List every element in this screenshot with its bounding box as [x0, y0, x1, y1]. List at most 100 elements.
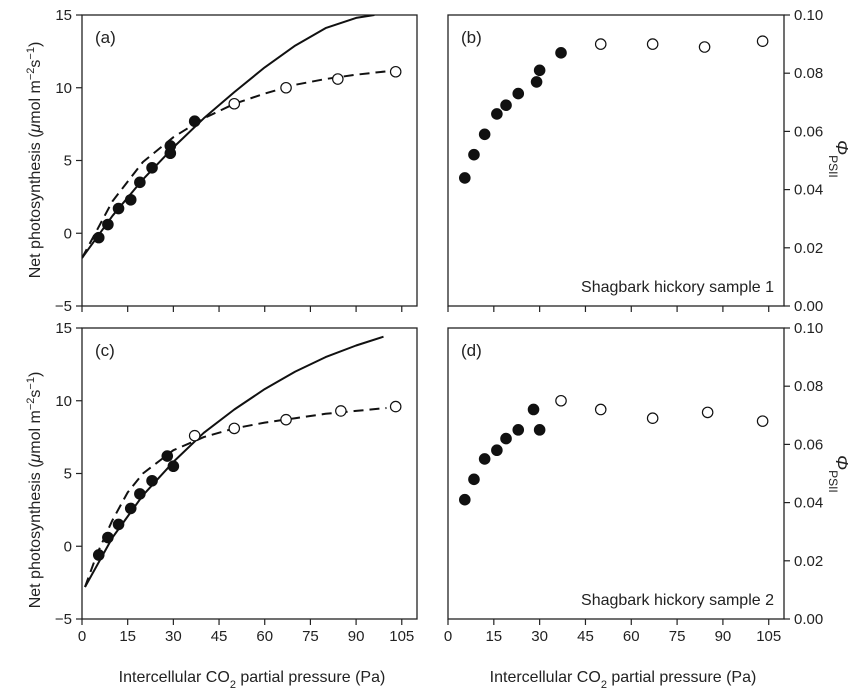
- y-tick-label: 0.02: [794, 240, 823, 257]
- x-tick-label: 75: [669, 628, 686, 645]
- dashed-fit-line: [82, 69, 396, 259]
- y-tick-label: 0.10: [794, 320, 823, 337]
- y-tick-label: 0.00: [794, 611, 823, 628]
- filled-point: [102, 531, 114, 544]
- y-tick-label: 0.10: [794, 7, 823, 24]
- plot-frame: [447, 327, 785, 620]
- filled-point: [527, 403, 540, 416]
- ylabel-left-bottom: Net photosynthesis (μmol m−2s−1): [25, 372, 44, 609]
- open-point: [389, 65, 402, 78]
- y-tick-label: 5: [64, 466, 72, 483]
- open-point: [280, 81, 292, 94]
- x-tick-label: 75: [302, 628, 319, 645]
- panel-a: −5 0 5 10 15 (a): [55, 7, 418, 315]
- plot-area: [82, 15, 396, 259]
- panel-d: 0 15 30 45 60 75 90 105 0.00 0.02 0.04 0.06 0.08 0.10…: [444, 320, 823, 645]
- y-tick-label: 5: [64, 153, 72, 170]
- y-tick-label: −5: [55, 611, 72, 628]
- open-point: [389, 400, 402, 413]
- open-point: [756, 35, 769, 47]
- panel-label: (d): [461, 341, 482, 360]
- filled-point: [468, 148, 480, 161]
- filled-point: [491, 108, 503, 120]
- x-tick-label: 15: [119, 628, 136, 645]
- panel-c: 0 15 30 45 60 75 90 105 −5 0 5 10 15 (c): [55, 320, 418, 645]
- filled-point: [530, 76, 543, 88]
- open-point: [756, 415, 769, 427]
- open-point: [594, 403, 607, 416]
- sample-annotation: Shagbark hickory sample 2: [581, 592, 774, 609]
- y-tick-label: 0.06: [794, 123, 823, 140]
- dashed-fit-line: [84, 407, 387, 588]
- y-tick-label: 0.06: [794, 436, 823, 453]
- filled-point: [533, 64, 546, 77]
- filled-point: [188, 115, 201, 128]
- open-point: [594, 38, 607, 50]
- filled-point: [164, 140, 177, 152]
- x-tick-label: 30: [531, 628, 548, 645]
- filled-point: [533, 424, 546, 436]
- open-point: [646, 38, 659, 50]
- x-tick-label: 15: [485, 628, 502, 645]
- open-point: [228, 97, 241, 110]
- filled-point: [146, 161, 158, 174]
- solid-fit-line: [82, 15, 375, 259]
- x-tick-label: 30: [165, 628, 182, 645]
- filled-point: [458, 493, 471, 506]
- filled-point: [167, 460, 180, 473]
- x-tick-label: 45: [211, 628, 228, 645]
- y-tick-label: 0: [64, 225, 72, 242]
- filled-point: [92, 231, 105, 244]
- plot-frame: [81, 327, 418, 620]
- filled-point: [102, 218, 114, 231]
- open-point: [335, 405, 347, 417]
- filled-point: [555, 47, 567, 59]
- y-tick-label: 0.04: [794, 495, 823, 512]
- filled-point: [458, 172, 471, 184]
- x-tick-label: 45: [577, 628, 594, 645]
- plot-frame: [81, 14, 418, 307]
- filled-point: [112, 202, 125, 215]
- open-point: [698, 41, 711, 53]
- filled-point: [478, 453, 491, 465]
- x-tick-label: 60: [256, 628, 273, 645]
- panel-label: (b): [461, 28, 482, 47]
- filled-point: [512, 87, 525, 100]
- y-tick-label: 10: [55, 393, 72, 410]
- panel-label: (a): [95, 28, 116, 47]
- filled-point: [134, 176, 146, 189]
- filled-point: [112, 518, 125, 531]
- plot-area: [84, 335, 387, 588]
- open-point: [188, 429, 201, 442]
- y-tick-label: 10: [55, 80, 72, 97]
- open-point: [701, 406, 714, 419]
- filled-point: [512, 424, 525, 436]
- y-tick-label: 15: [55, 320, 72, 337]
- filled-point: [146, 474, 158, 487]
- xlabel-right: Intercellular CO2 partial pressure (Pa): [490, 669, 757, 691]
- open-point: [555, 394, 567, 407]
- filled-point: [500, 99, 512, 112]
- y-tick-label: 0.08: [794, 378, 823, 395]
- y-tick-label: 15: [55, 7, 72, 24]
- ylabel-left-top: Net photosynthesis (μmol m−2s−1): [25, 42, 44, 279]
- filled-point: [468, 473, 480, 486]
- sample-annotation: Shagbark hickory sample 1: [581, 279, 774, 296]
- x-tick-label: 90: [715, 628, 732, 645]
- y-tick-label: 0.04: [794, 182, 823, 199]
- open-point: [228, 422, 241, 435]
- ylabel-right-top: ΦPSII: [826, 140, 852, 178]
- y-tick-label: 0: [64, 538, 72, 555]
- filled-point: [478, 128, 491, 141]
- filled-point: [92, 549, 105, 561]
- x-tick-label: 0: [444, 628, 452, 645]
- x-tick-label: 60: [623, 628, 640, 645]
- x-tick-label: 105: [756, 628, 781, 645]
- y-tick-label: 0.00: [794, 298, 823, 315]
- y-tick-label: −5: [55, 298, 72, 315]
- x-tick-label: 90: [348, 628, 365, 645]
- filled-point: [161, 450, 174, 462]
- open-point: [646, 412, 659, 425]
- filled-point: [124, 502, 137, 515]
- y-tick-label: 0.08: [794, 65, 823, 82]
